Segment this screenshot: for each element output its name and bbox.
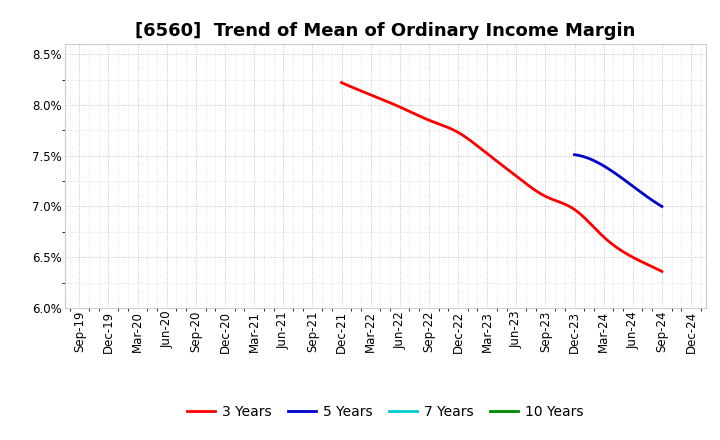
3 Years bbox=[628, 254, 636, 260]
5 Years bbox=[622, 179, 631, 184]
3 Years bbox=[527, 185, 536, 190]
5 Years bbox=[624, 180, 632, 185]
5 Years bbox=[570, 152, 579, 158]
3 Years bbox=[528, 186, 536, 191]
3 Years bbox=[657, 269, 666, 274]
5 Years bbox=[622, 179, 631, 184]
Legend: 3 Years, 5 Years, 7 Years, 10 Years: 3 Years, 5 Years, 7 Years, 10 Years bbox=[181, 400, 589, 425]
3 Years bbox=[534, 189, 542, 194]
5 Years bbox=[570, 152, 579, 158]
Line: 3 Years: 3 Years bbox=[341, 83, 662, 271]
3 Years bbox=[337, 80, 346, 85]
5 Years bbox=[649, 198, 658, 204]
Line: 5 Years: 5 Years bbox=[575, 155, 662, 206]
5 Years bbox=[657, 204, 666, 209]
3 Years bbox=[607, 241, 616, 246]
Title: [6560]  Trend of Mean of Ordinary Income Margin: [6560] Trend of Mean of Ordinary Income … bbox=[135, 22, 635, 40]
3 Years bbox=[338, 81, 347, 86]
5 Years bbox=[644, 195, 652, 200]
